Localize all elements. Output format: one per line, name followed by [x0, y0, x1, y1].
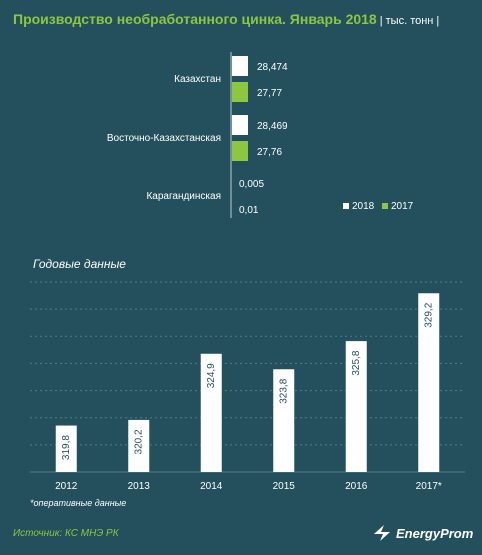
- region-label: Казахстан: [174, 74, 221, 85]
- legend-swatch-2018: [343, 203, 349, 209]
- annual-bar: [418, 293, 440, 472]
- annual-bar: [128, 419, 150, 472]
- bar-2017: [232, 141, 248, 161]
- annual-bar: [55, 425, 77, 472]
- value-label-2018: 28,469: [257, 121, 288, 132]
- energyprom-logo: EnergyProm: [372, 524, 473, 542]
- source-label: Источник: КС МНЭ РК: [13, 528, 119, 539]
- year-label: 2012: [55, 481, 78, 492]
- annual-value-label: 324,9: [206, 363, 217, 388]
- value-label-2017: 0,01: [239, 205, 259, 216]
- logo-icon: [374, 525, 390, 541]
- annual-bar: [345, 341, 367, 472]
- footnote: *оперативные данные: [30, 498, 127, 508]
- region-label: Восточно-Казахстанская: [107, 133, 221, 144]
- legend-swatch-2017: [382, 203, 388, 209]
- year-label: 2017*: [416, 481, 442, 492]
- value-label-2018: 28,474: [257, 62, 288, 73]
- annual-section-title: Годовые данные: [33, 257, 126, 271]
- annual-bar: [200, 353, 222, 472]
- value-label-2017: 27,77: [257, 88, 282, 99]
- annual-value-label: 320,2: [133, 429, 144, 454]
- year-label: 2014: [200, 481, 223, 492]
- title-text: Производство необработанного цинка. Янва…: [13, 11, 377, 27]
- bar-2017: [232, 82, 248, 102]
- year-label: 2016: [345, 481, 368, 492]
- value-label-2018: 0,005: [239, 179, 264, 190]
- annual-value-label: 329,2: [423, 302, 434, 327]
- annual-value-label: 319,8: [61, 435, 72, 460]
- annual-value-label: 325,8: [351, 350, 362, 375]
- units-label: | тыс. тонн |: [379, 15, 440, 27]
- bar-2018: [232, 115, 248, 135]
- value-label-2017: 27,76: [257, 147, 282, 158]
- annual-value-label: 323,8: [278, 378, 289, 403]
- year-label: 2015: [273, 481, 296, 492]
- logo-text: EnergyProm: [396, 525, 474, 541]
- legend-label-2017: 2017: [391, 201, 414, 212]
- year-label: 2013: [128, 481, 151, 492]
- chart-title: Производство необработанного цинка. Янва…: [13, 11, 439, 27]
- legend-label-2018: 2018: [352, 201, 375, 212]
- annual-bar: [273, 369, 295, 472]
- bar-2018: [232, 56, 248, 76]
- region-label: Карагандинская: [146, 191, 221, 202]
